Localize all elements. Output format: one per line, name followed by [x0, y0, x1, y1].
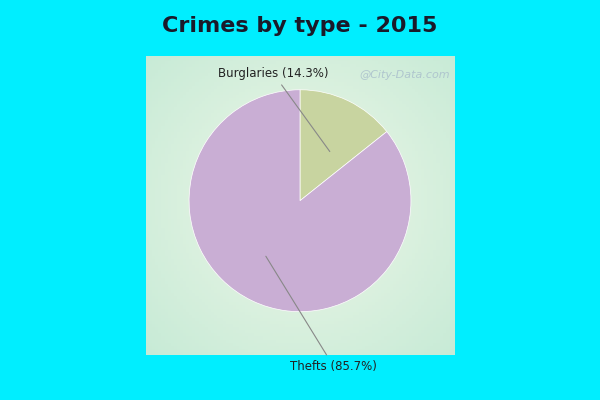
Text: Burglaries (14.3%): Burglaries (14.3%): [218, 67, 330, 152]
Wedge shape: [300, 90, 387, 201]
Text: @City-Data.com: @City-Data.com: [359, 70, 449, 80]
Text: Crimes by type - 2015: Crimes by type - 2015: [163, 16, 437, 36]
Wedge shape: [189, 90, 411, 312]
Text: Thefts (85.7%): Thefts (85.7%): [266, 256, 377, 373]
